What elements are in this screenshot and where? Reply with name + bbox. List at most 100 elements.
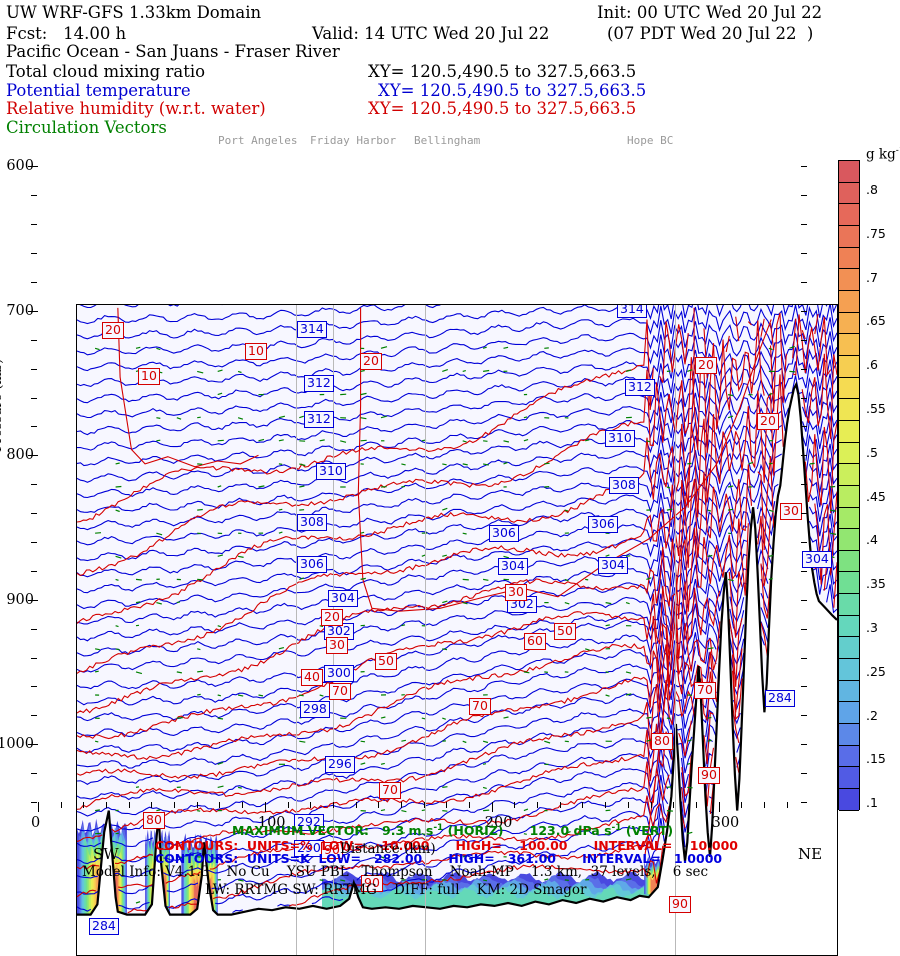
rh-contour-label: 10 [138, 368, 160, 385]
theta-contour-label: 308 [609, 477, 639, 494]
vector-arrow [687, 370, 692, 372]
x-minor-tick [764, 802, 765, 808]
vector-arrow [156, 810, 160, 811]
vector-arrow [769, 463, 773, 464]
y-tick-label: 700 [0, 304, 34, 319]
x-minor-tick [288, 802, 289, 808]
x-minor-tick [197, 802, 198, 808]
y-minor-tick [31, 282, 37, 283]
vector-arrow [320, 695, 324, 696]
vector-arrow [197, 510, 203, 511]
vector-arrow [544, 463, 549, 464]
vector-arrow [177, 672, 182, 673]
vector-arrow [197, 671, 203, 672]
rh-contour-label: 30 [505, 584, 527, 601]
theta-contour-label: 312 [304, 375, 334, 392]
vector-arrow [504, 347, 509, 348]
y-minor-tick [31, 802, 37, 803]
vector-arrow [463, 579, 469, 580]
vector-arrow [218, 555, 223, 556]
theta-contour-label: 314 [297, 321, 327, 338]
vector-arrow [340, 441, 346, 443]
vector-arrow [238, 880, 244, 881]
colorbar-tick-label: .1 [866, 795, 878, 810]
vector-arrow [116, 463, 120, 464]
colorbar-swatch [839, 724, 859, 746]
colorbar-swatch [839, 746, 859, 768]
theta-contour-label: 306 [489, 525, 519, 542]
physics-info: LW: RRTMG SW: RRTMG DIFF: full KM: 2D Sm… [205, 884, 587, 898]
y-minor-tick [31, 224, 37, 225]
y-minor-tick-right [801, 744, 807, 745]
rh-contour-label: 20 [321, 609, 343, 626]
vector-arrow [177, 418, 181, 420]
colorbar-swatch [839, 637, 859, 659]
colorbar-swatch [839, 702, 859, 724]
vector-arrow [136, 579, 142, 580]
theta-contour-label: 304 [802, 551, 832, 568]
vector-arrow [401, 486, 405, 487]
vector-arrow [156, 440, 160, 441]
vector-arrow [238, 787, 242, 788]
vector-arrow [544, 672, 548, 673]
vector-arrow [95, 671, 99, 672]
y-minor-tick-right [801, 398, 807, 399]
colorbar-swatch [839, 486, 859, 508]
x-minor-tick [446, 802, 447, 808]
city-label-hope-bc: Hope BC [627, 134, 673, 147]
vector-arrow [177, 602, 180, 603]
colorbar-swatch [839, 443, 859, 465]
x-major-tick [38, 802, 39, 812]
vector-arrow [218, 718, 223, 719]
vector-arrow [95, 741, 98, 742]
y-minor-tick [31, 715, 37, 716]
vector-arrow [687, 463, 691, 464]
y-minor-tick [31, 629, 37, 630]
vector-arrow [504, 717, 509, 718]
vector-arrow [197, 649, 200, 650]
y-tick-label: 900 [0, 593, 34, 608]
theta-contour-label: 300 [324, 665, 354, 682]
x-tick-label: 300 [712, 816, 740, 831]
colorbar-swatch [839, 616, 859, 638]
theta-contour-label: 312 [625, 379, 655, 396]
model-domain-title: UW WRF-GFS 1.33km Domain [6, 5, 261, 22]
vector-arrow [789, 371, 795, 372]
y-tick-label: 1000 [0, 737, 34, 752]
x-major-tick [265, 802, 266, 812]
vector-arrow [728, 486, 733, 487]
vector-arrow [361, 741, 365, 742]
y-axis-title: Pressure (mb) [0, 359, 5, 452]
x-minor-tick [333, 802, 334, 808]
vector-arrow [136, 347, 140, 348]
vector-arrow [116, 626, 119, 627]
x-major-tick [719, 802, 720, 812]
colorbar-tick-label: .35 [866, 576, 886, 591]
theta-contour [77, 718, 740, 817]
vector-arrow [381, 717, 385, 718]
vector-arrow [524, 809, 528, 811]
vector-arrow [361, 440, 367, 441]
vector-arrow [381, 763, 385, 764]
colorbar-tick-label: .4 [866, 532, 878, 547]
vector-arrow [299, 486, 304, 487]
theta-contour-label: 298 [300, 701, 330, 718]
y-minor-tick-right [801, 253, 807, 254]
rh-contour-label: 70 [379, 782, 401, 799]
vector-arrow [136, 672, 142, 674]
x-minor-tick [242, 802, 243, 808]
y-minor-tick-right [801, 715, 807, 716]
x-minor-tick [401, 802, 402, 808]
y-minor-tick-right [801, 166, 807, 167]
x-minor-tick [310, 802, 311, 808]
y-minor-tick [31, 369, 37, 370]
vector-arrow [197, 579, 202, 580]
x-major-tick [492, 802, 493, 812]
valid-time-local: (07 PDT Wed 20 Jul 22 ) [607, 26, 813, 43]
vector-arrow [299, 695, 303, 696]
rh-contour-label: 70 [694, 682, 716, 699]
theta-contour [77, 388, 837, 450]
vector-arrow [177, 718, 183, 719]
vector-arrow [95, 533, 101, 534]
colorbar-swatch [839, 334, 859, 356]
